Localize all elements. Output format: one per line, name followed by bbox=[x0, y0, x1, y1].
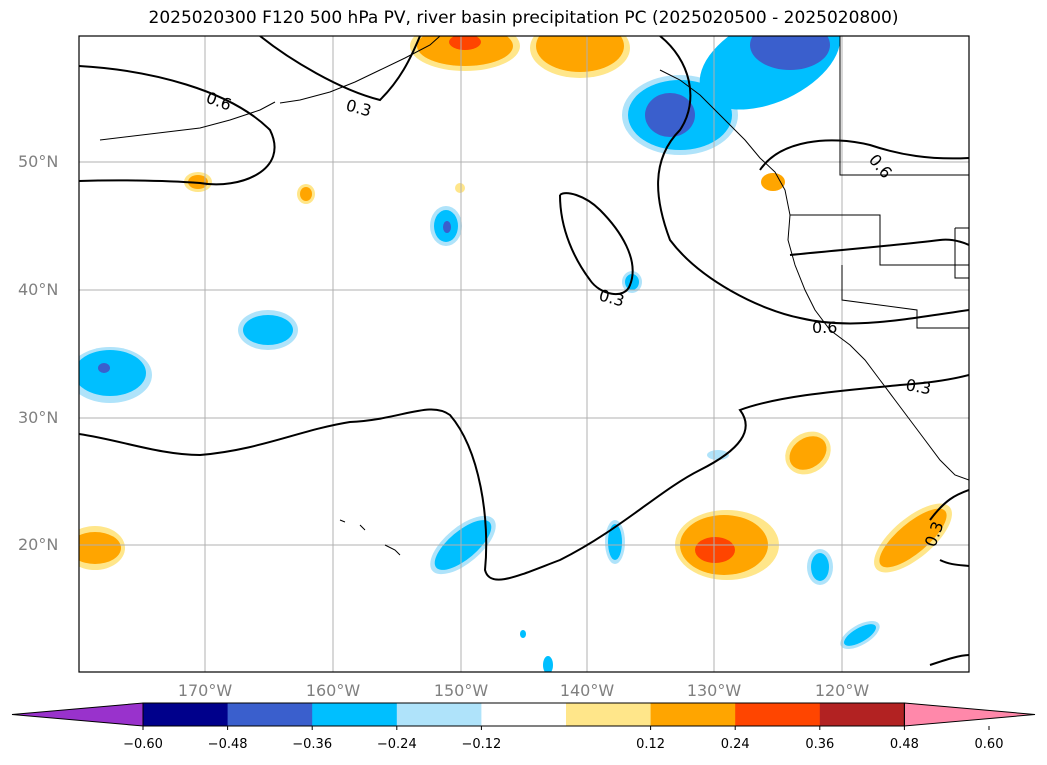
lat-label-30n: 30°N bbox=[18, 408, 59, 427]
colorbar-border bbox=[142, 702, 905, 727]
lon-label-130w: 130°W bbox=[686, 681, 742, 700]
colorbar-extend-max bbox=[903, 702, 1036, 727]
colorbar-tick-label: −0.12 bbox=[461, 737, 502, 752]
map-plot-area: 0.6 0.3 0.3 0.6 0.6 0.3 0.3 bbox=[79, 36, 969, 672]
colorbar-tick-label: −0.48 bbox=[207, 737, 248, 752]
colorbar-swatch bbox=[312, 703, 398, 726]
graticule bbox=[79, 36, 969, 672]
contour-label: 0.3 bbox=[904, 375, 932, 398]
precip-positive-shading bbox=[79, 36, 952, 580]
pv-contours bbox=[79, 36, 969, 666]
contour-label: 0.6 bbox=[812, 318, 837, 337]
lon-label-120w: 120°W bbox=[814, 681, 870, 700]
colorbar-tick-label: 0.36 bbox=[805, 737, 835, 752]
colorbar-swatch bbox=[396, 703, 482, 726]
colorbar-swatch bbox=[735, 703, 821, 726]
colorbar-tick-label: −0.60 bbox=[123, 737, 163, 752]
colorbar-extend-min bbox=[11, 702, 144, 727]
colorbar-swatch bbox=[650, 703, 736, 726]
contour-label: 0.3 bbox=[344, 96, 374, 121]
colorbar-swatch bbox=[566, 703, 652, 726]
colorbar-swatch bbox=[819, 703, 905, 726]
colorbar-tick-label: 0.60 bbox=[974, 737, 1004, 752]
coastlines bbox=[99, 36, 969, 556]
lon-label-150w: 150°W bbox=[433, 681, 489, 700]
colorbar bbox=[11, 702, 1036, 730]
colorbar-tick-label: 0.24 bbox=[720, 737, 750, 752]
precip-negative-shading bbox=[79, 36, 880, 672]
colorbar-tick-label: −0.36 bbox=[292, 737, 333, 752]
colorbar-tick-label: 0.12 bbox=[636, 737, 666, 752]
map-frame bbox=[78, 35, 970, 673]
lon-label-140w: 140°W bbox=[559, 681, 615, 700]
colorbar-swatch bbox=[481, 703, 567, 726]
lat-label-20n: 20°N bbox=[18, 535, 59, 554]
contour-label: 0.6 bbox=[204, 88, 234, 115]
colorbar-swatch bbox=[227, 703, 313, 726]
colorbar-swatch bbox=[143, 703, 229, 726]
lon-label-160w: 160°W bbox=[305, 681, 361, 700]
contour-label: 0.3 bbox=[597, 286, 627, 311]
lon-label-170w: 170°W bbox=[177, 681, 233, 700]
lat-label-50n: 50°N bbox=[18, 152, 59, 171]
lat-label-40n: 40°N bbox=[18, 280, 59, 299]
pv-contour-labels: 0.6 0.3 0.3 0.6 0.6 0.3 0.3 bbox=[204, 88, 948, 549]
colorbar-tick-label: 0.48 bbox=[889, 737, 919, 752]
colorbar-tick-label: −0.24 bbox=[376, 737, 417, 752]
map-title: 2025020300 F120 500 hPa PV, river basin … bbox=[148, 8, 899, 28]
contour-label: 0.6 bbox=[865, 150, 896, 182]
